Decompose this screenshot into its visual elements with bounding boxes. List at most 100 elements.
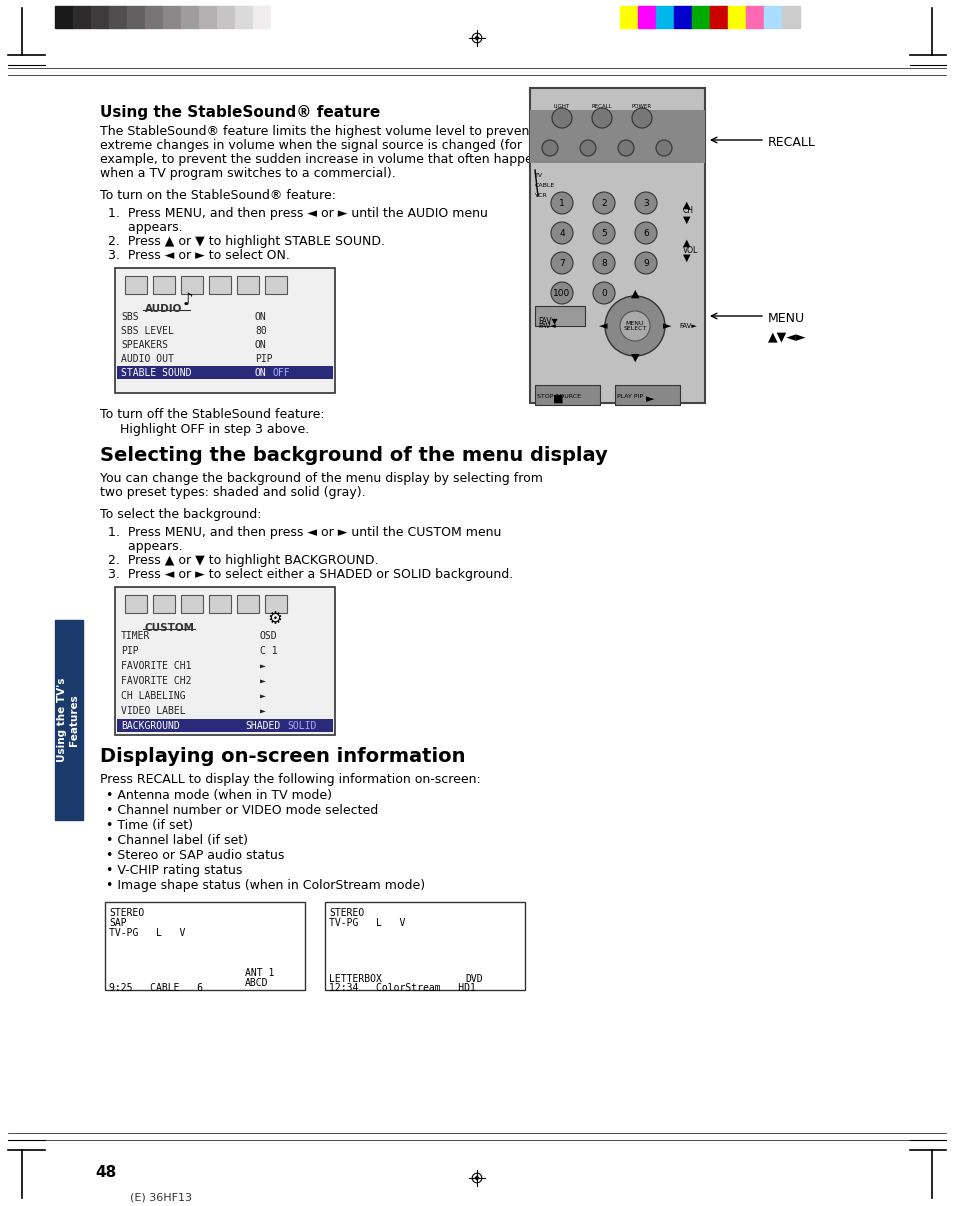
Text: • Image shape status (when in ColorStream mode): • Image shape status (when in ColorStrea… xyxy=(106,879,425,892)
Text: CH LABELING: CH LABELING xyxy=(121,691,186,701)
Text: 0: 0 xyxy=(600,288,606,298)
Text: STABLE SOUND: STABLE SOUND xyxy=(121,368,192,377)
Bar xyxy=(73,6,91,28)
Text: 7: 7 xyxy=(558,258,564,268)
Text: ►: ► xyxy=(662,321,671,330)
Text: ▲: ▲ xyxy=(682,200,690,210)
Circle shape xyxy=(593,252,615,274)
Text: appears.: appears. xyxy=(108,540,182,554)
Text: STEREO: STEREO xyxy=(329,908,364,918)
Text: POWER: POWER xyxy=(631,104,652,109)
Text: 9: 9 xyxy=(642,258,648,268)
Text: ■: ■ xyxy=(552,394,562,404)
Text: RECALL: RECALL xyxy=(591,104,612,109)
Bar xyxy=(55,6,73,28)
Circle shape xyxy=(579,140,596,156)
Bar xyxy=(105,902,305,990)
Text: LIGHT: LIGHT xyxy=(554,104,570,109)
Text: • Time (if set): • Time (if set) xyxy=(106,819,193,832)
Circle shape xyxy=(592,109,612,128)
Bar xyxy=(530,88,704,403)
Text: CUSTOM: CUSTOM xyxy=(145,624,194,633)
Text: 1.  Press MENU, and then press ◄ or ► until the AUDIO menu: 1. Press MENU, and then press ◄ or ► unt… xyxy=(108,207,487,219)
Bar xyxy=(619,6,638,28)
Text: SAP: SAP xyxy=(109,918,127,927)
Text: two preset types: shaded and solid (gray).: two preset types: shaded and solid (gray… xyxy=(100,486,365,499)
Text: ON: ON xyxy=(254,312,267,322)
Bar xyxy=(209,276,231,294)
Circle shape xyxy=(604,295,664,356)
Circle shape xyxy=(619,311,649,341)
Bar xyxy=(709,6,727,28)
Text: 3: 3 xyxy=(642,199,648,207)
Bar xyxy=(673,6,691,28)
Circle shape xyxy=(541,140,558,156)
Text: ►: ► xyxy=(260,661,266,671)
Text: You can change the background of the menu display by selecting from: You can change the background of the men… xyxy=(100,472,542,485)
Text: BACKGROUND: BACKGROUND xyxy=(121,721,179,731)
Text: ▲: ▲ xyxy=(682,238,690,248)
Text: FAV▼: FAV▼ xyxy=(537,316,557,324)
Text: Highlight OFF in step 3 above.: Highlight OFF in step 3 above. xyxy=(100,423,309,437)
Bar xyxy=(265,595,287,613)
Text: 2.  Press ▲ or ▼ to highlight BACKGROUND.: 2. Press ▲ or ▼ to highlight BACKGROUND. xyxy=(108,554,378,567)
Bar xyxy=(745,6,763,28)
Text: MENU
SELECT: MENU SELECT xyxy=(622,321,646,332)
Text: To turn on the StableSound® feature:: To turn on the StableSound® feature: xyxy=(100,189,335,201)
Text: 3.  Press ◄ or ► to select ON.: 3. Press ◄ or ► to select ON. xyxy=(108,248,290,262)
Text: 2.  Press ▲ or ▼ to highlight STABLE SOUND.: 2. Press ▲ or ▼ to highlight STABLE SOUN… xyxy=(108,235,385,248)
Bar xyxy=(199,6,216,28)
Text: ANT 1: ANT 1 xyxy=(245,968,274,978)
Text: OFF: OFF xyxy=(273,368,291,377)
Text: • Stereo or SAP audio status: • Stereo or SAP audio status xyxy=(106,849,284,862)
Bar xyxy=(109,6,127,28)
Text: Displaying on-screen information: Displaying on-screen information xyxy=(100,747,465,766)
Text: CH: CH xyxy=(682,206,693,215)
Text: 4: 4 xyxy=(558,228,564,238)
Text: 12:34   ColorStream   HD1: 12:34 ColorStream HD1 xyxy=(329,983,476,993)
Text: RECALL: RECALL xyxy=(767,136,815,150)
Text: ►: ► xyxy=(260,677,266,686)
Text: (E) 36HF13: (E) 36HF13 xyxy=(130,1192,192,1202)
Text: extreme changes in volume when the signal source is changed (for: extreme changes in volume when the signa… xyxy=(100,139,521,152)
Text: FAV◄: FAV◄ xyxy=(537,323,556,329)
Text: LETTERBOX: LETTERBOX xyxy=(329,974,381,984)
Text: VIDEO LABEL: VIDEO LABEL xyxy=(121,706,186,716)
Circle shape xyxy=(551,222,573,244)
Bar xyxy=(91,6,109,28)
Text: Using the StableSound® feature: Using the StableSound® feature xyxy=(100,105,380,121)
Text: 3.  Press ◄ or ► to select either a SHADED or SOLID background.: 3. Press ◄ or ► to select either a SHADE… xyxy=(108,568,513,581)
Circle shape xyxy=(552,109,572,128)
Bar xyxy=(181,595,203,613)
Text: ▼: ▼ xyxy=(682,215,690,226)
Text: FAV►: FAV► xyxy=(679,323,697,329)
Text: SPEAKERS: SPEAKERS xyxy=(121,340,168,350)
Polygon shape xyxy=(474,1175,479,1181)
Text: 100: 100 xyxy=(553,288,570,298)
Text: SBS LEVEL: SBS LEVEL xyxy=(121,326,173,336)
Bar xyxy=(727,6,745,28)
Bar xyxy=(115,268,335,393)
Bar xyxy=(216,6,234,28)
Text: 6: 6 xyxy=(642,228,648,238)
Bar xyxy=(265,276,287,294)
Text: AUDIO OUT: AUDIO OUT xyxy=(121,355,173,364)
Text: 5: 5 xyxy=(600,228,606,238)
Bar xyxy=(271,6,289,28)
Bar xyxy=(152,595,174,613)
Text: ◄: ◄ xyxy=(598,321,607,330)
Text: ►: ► xyxy=(260,691,266,701)
Text: AUDIO: AUDIO xyxy=(145,304,182,314)
Bar xyxy=(656,6,673,28)
Circle shape xyxy=(635,252,657,274)
Text: 2: 2 xyxy=(600,199,606,207)
Text: 9:25   CABLE   6: 9:25 CABLE 6 xyxy=(109,983,203,993)
Text: ABCD: ABCD xyxy=(245,978,268,988)
Text: DVD: DVD xyxy=(464,974,482,984)
Text: • Antenna mode (when in TV mode): • Antenna mode (when in TV mode) xyxy=(106,789,332,802)
Text: STEREO: STEREO xyxy=(109,908,144,918)
Bar xyxy=(530,110,704,163)
Bar xyxy=(181,276,203,294)
Text: 1: 1 xyxy=(558,199,564,207)
Bar xyxy=(236,595,258,613)
